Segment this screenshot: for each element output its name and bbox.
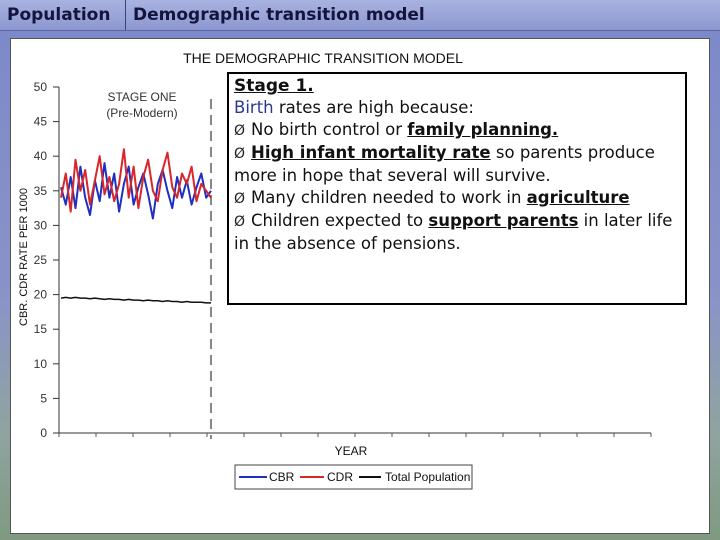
chart-title: THE DEMOGRAPHIC TRANSITION MODEL bbox=[183, 50, 463, 66]
info-intro-rest: rates are high because: bbox=[273, 98, 474, 117]
slide-title: Demographic transition model bbox=[133, 5, 425, 25]
section-label: Population bbox=[0, 0, 126, 30]
bullet-arrow-icon: Ø bbox=[234, 191, 246, 207]
transition-chart: THE DEMOGRAPHIC TRANSITION MODEL CBR. CD… bbox=[18, 50, 652, 490]
bullet-1-text: No birth control or bbox=[251, 120, 408, 139]
bullet-3-emphasis: agriculture bbox=[526, 188, 630, 207]
y-tick-label: 45 bbox=[34, 115, 48, 129]
stage-label-line1: STAGE ONE bbox=[107, 90, 176, 104]
y-tick-label: 5 bbox=[40, 391, 47, 405]
bullet-arrow-icon: Ø bbox=[234, 123, 246, 139]
series-line-total-population bbox=[60, 296, 211, 304]
y-tick-label: 15 bbox=[34, 322, 48, 336]
stage-label-line2: (Pre-Modern) bbox=[106, 106, 177, 120]
y-tick-label: 40 bbox=[34, 149, 48, 163]
info-birth-word: Birth bbox=[234, 98, 274, 117]
bullet-4-emphasis: support parents bbox=[428, 211, 579, 230]
y-tick-label: 30 bbox=[34, 218, 48, 232]
legend: CBR CDR Total Population bbox=[234, 464, 473, 490]
bullet-1-emphasis: family planning. bbox=[407, 120, 559, 139]
info-bullet-1: Ø No birth control or family planning. bbox=[234, 119, 680, 142]
legend-cbr-label: CBR bbox=[269, 470, 295, 484]
y-tick-label: 35 bbox=[34, 184, 48, 198]
y-tick-label: 0 bbox=[40, 426, 47, 440]
y-tick-label: 10 bbox=[34, 357, 48, 371]
legend-box bbox=[234, 464, 473, 490]
bullet-arrow-icon: Ø bbox=[234, 214, 246, 230]
info-bullet-3: Ø Many children needed to work in agricul… bbox=[234, 187, 680, 210]
legend-cdr-label: CDR bbox=[327, 470, 353, 484]
info-title: Stage 1. bbox=[234, 76, 314, 96]
bullet-2-emphasis: High infant mortality rate bbox=[251, 143, 491, 162]
info-intro: Birth rates are high because: bbox=[234, 97, 680, 119]
header-bar: Population Demographic transition model bbox=[0, 0, 720, 31]
bullet-3-text: Many children needed to work in bbox=[251, 188, 527, 207]
bullet-arrow-icon: Ø bbox=[234, 146, 246, 162]
bullet-4-rest: in later life in the absence of pensions… bbox=[234, 211, 673, 253]
legend-pop-label: Total Population bbox=[385, 470, 470, 484]
info-bullet-2: Ø High infant mortality rate so parents p… bbox=[234, 142, 680, 187]
y-tick-label: 25 bbox=[34, 253, 48, 267]
series-line-cdr bbox=[60, 148, 212, 213]
bullet-2-text: so parents produce more in hope that sev… bbox=[234, 143, 655, 185]
y-tick-label: 20 bbox=[34, 288, 48, 302]
x-axis-label: YEAR bbox=[335, 444, 368, 458]
bullet-4-text: Children expected to bbox=[251, 211, 429, 230]
slide-canvas: THE DEMOGRAPHIC TRANSITION MODEL CBR. CD… bbox=[10, 38, 710, 534]
y-axis-label: CBR. CDR RATE PER 1000 bbox=[18, 188, 30, 326]
y-tick-label: 50 bbox=[34, 80, 48, 94]
stage-one-info-box: Stage 1. Birth rates are high because: Ø… bbox=[227, 72, 687, 305]
info-bullet-4: Ø Children expected to support parents in… bbox=[234, 210, 680, 255]
